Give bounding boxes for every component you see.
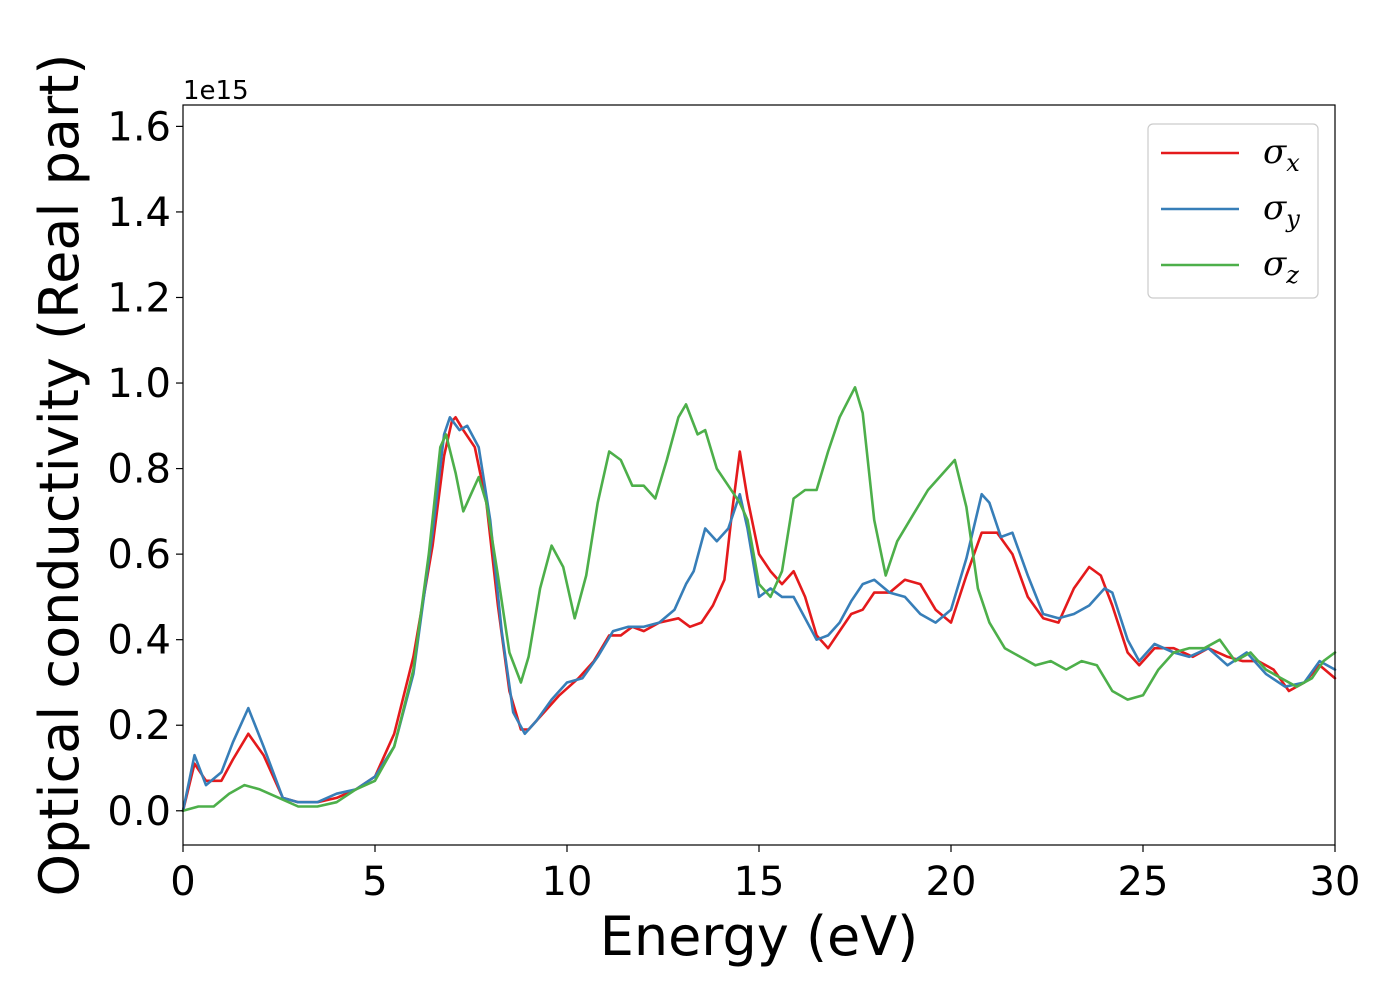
y-offset-label: 1e15 [183,76,249,106]
x-axis-ticks: 0 5 10 15 20 25 30 [170,845,1360,905]
series-line-z [181,386,1337,813]
y-tick-label: 1.6 [107,104,171,150]
y-tick-label: 1.2 [107,275,171,321]
series-layer [181,386,1337,813]
y-tick-label: 0.8 [107,447,171,493]
y-axis-ticks: 0.0 0.2 0.4 0.6 0.8 1.0 1.2 1.4 1.6 [107,104,183,835]
y-tick-label: 0.6 [107,532,171,578]
y-tick-label: 1.0 [107,361,171,407]
y-tick-label: 0.2 [107,703,171,749]
x-axis-title: Energy (eV) [600,905,919,968]
x-tick-label: 30 [1310,859,1361,905]
legend-label-x: σx [1263,132,1300,177]
x-tick-label: 20 [926,859,977,905]
legend-frame [1147,123,1319,299]
y-tick-label: 1.4 [107,190,171,236]
y-tick-label: 0.4 [107,618,171,664]
series-line-x [181,416,1337,813]
legend-label-y: σy [1263,188,1300,233]
x-tick-label: 0 [170,859,195,905]
x-tick-label: 25 [1118,859,1169,905]
legend-label-z: σz [1263,244,1299,289]
y-tick-label: 0.0 [107,789,171,835]
x-tick-label: 5 [362,859,387,905]
legend: σx σy σz [1147,123,1319,299]
y-axis-title: Optical conductivity (Real part) [28,54,91,897]
x-tick-label: 10 [542,859,593,905]
x-tick-label: 15 [734,859,785,905]
